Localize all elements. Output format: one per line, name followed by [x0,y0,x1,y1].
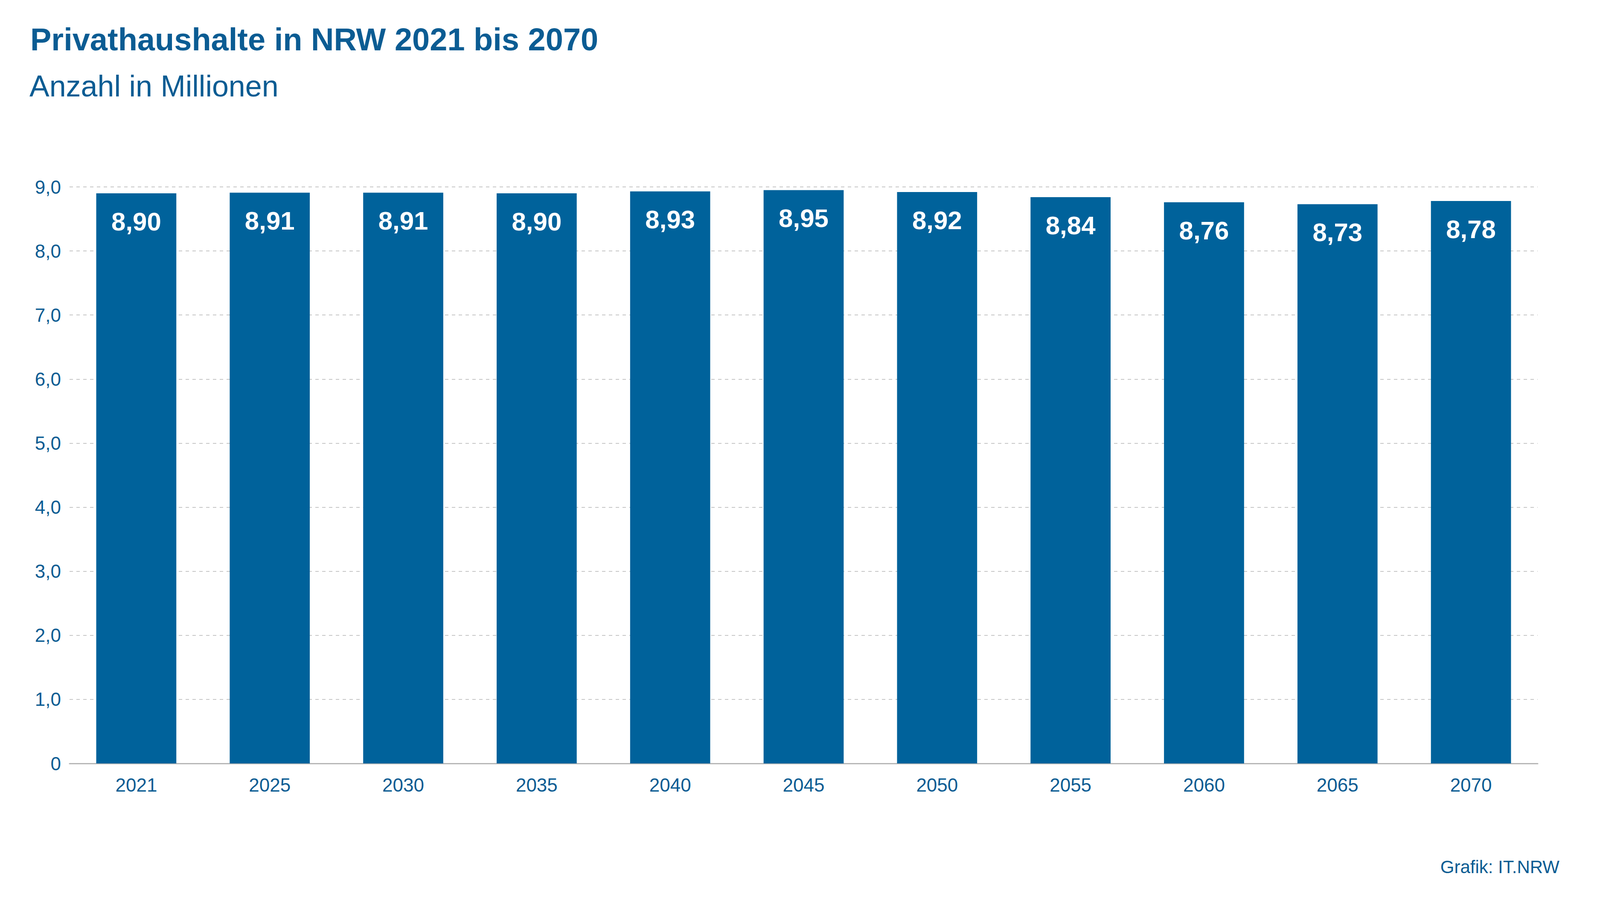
svg-text:8,91: 8,91 [244,206,295,236]
svg-text:2021: 2021 [115,774,158,796]
svg-text:4,0: 4,0 [34,496,62,518]
svg-text:Privathaushalte in NRW 2021 bi: Privathaushalte in NRW 2021 bis 2070 [30,21,599,58]
svg-text:8,0: 8,0 [34,240,62,262]
svg-text:8,92: 8,92 [912,206,963,235]
svg-text:3,0: 3,0 [34,560,62,582]
svg-text:2055: 2055 [1049,774,1092,796]
svg-text:8,90: 8,90 [511,207,562,236]
svg-text:2040: 2040 [649,774,692,796]
svg-text:2,0: 2,0 [34,624,62,646]
svg-text:0: 0 [50,753,62,774]
svg-text:8,95: 8,95 [778,203,829,233]
svg-text:2050: 2050 [916,774,958,796]
svg-text:8,78: 8,78 [1445,215,1496,244]
svg-text:2070: 2070 [1450,774,1493,796]
svg-text:2030: 2030 [382,774,425,796]
svg-text:2025: 2025 [248,774,291,796]
svg-text:2060: 2060 [1183,774,1225,796]
svg-text:9,0: 9,0 [34,176,62,198]
svg-text:2065: 2065 [1316,774,1359,796]
svg-text:6,0: 6,0 [34,368,62,390]
svg-text:Grafik: IT.NRW: Grafik: IT.NRW [1440,856,1560,877]
svg-text:5,0: 5,0 [34,432,62,454]
svg-text:2035: 2035 [515,774,558,796]
svg-text:8,91: 8,91 [378,206,429,236]
svg-text:Anzahl in Millionen: Anzahl in Millionen [29,69,279,103]
svg-text:7,0: 7,0 [34,304,62,326]
svg-text:1,0: 1,0 [34,688,62,710]
svg-text:8,84: 8,84 [1045,211,1096,240]
svg-text:8,73: 8,73 [1312,218,1363,247]
svg-text:8,76: 8,76 [1179,216,1230,245]
svg-text:8,93: 8,93 [645,205,696,234]
svg-text:2045: 2045 [782,774,825,796]
svg-text:8,90: 8,90 [111,207,162,236]
